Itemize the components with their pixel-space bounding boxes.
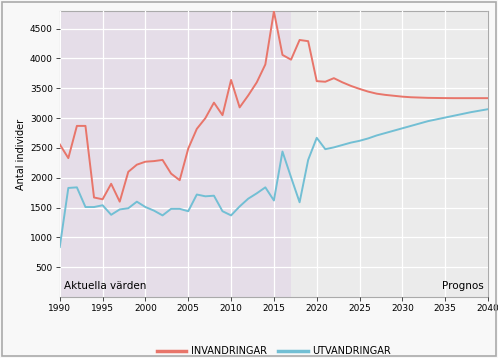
Bar [60, 11, 291, 297]
Text: Aktuella värden: Aktuella värden [64, 281, 146, 291]
Text: Prognos: Prognos [442, 281, 484, 291]
Legend: INVANDRINGAR, UTVANDRINGAR: INVANDRINGAR, UTVANDRINGAR [153, 342, 395, 358]
Y-axis label: Antal individer: Antal individer [15, 118, 26, 189]
